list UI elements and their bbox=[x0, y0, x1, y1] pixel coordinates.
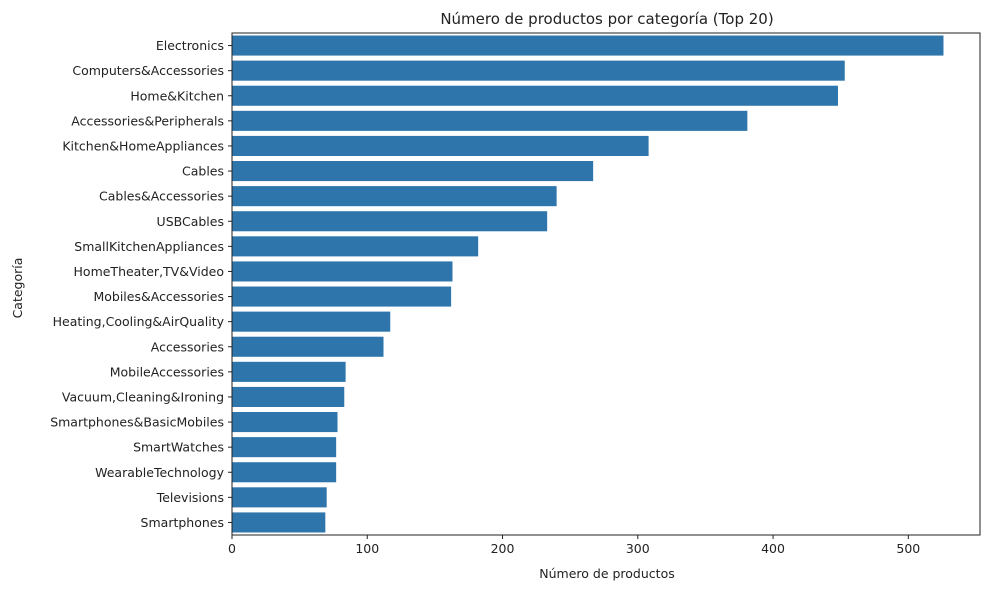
bar-10 bbox=[232, 286, 452, 307]
x-tick-label-4: 400 bbox=[761, 541, 785, 556]
x-tick-label-2: 200 bbox=[491, 541, 515, 556]
y-tick-label-17: WearableTechnology bbox=[95, 465, 224, 480]
x-axis-title: Número de productos bbox=[539, 566, 674, 581]
y-tick-label-19: Smartphones bbox=[141, 515, 224, 530]
bar-16 bbox=[232, 437, 337, 458]
bar-17 bbox=[232, 462, 337, 483]
y-tick-label-6: Cables&Accessories bbox=[99, 189, 224, 204]
y-tick-label-16: SmartWatches bbox=[133, 440, 224, 455]
bar-2 bbox=[232, 85, 838, 106]
y-tick-label-13: MobileAccessories bbox=[110, 364, 224, 379]
y-tick-label-3: Accessories&Peripherals bbox=[71, 113, 224, 128]
y-tick-label-12: Accessories bbox=[151, 339, 224, 354]
bar-11 bbox=[232, 311, 391, 332]
chart-title: Número de productos por categoría (Top 2… bbox=[440, 10, 773, 28]
bar-9 bbox=[232, 261, 453, 282]
bar-13 bbox=[232, 361, 346, 382]
plot-area: Electronics Computers&Accessories Home&Kit… bbox=[50, 32, 981, 556]
bar-6 bbox=[232, 186, 557, 207]
y-tick-label-8: SmallKitchenAppliances bbox=[74, 239, 224, 254]
bar-5 bbox=[232, 161, 594, 182]
bar-1 bbox=[232, 60, 845, 81]
bar-3 bbox=[232, 110, 748, 131]
y-tick-label-5: Cables bbox=[182, 164, 224, 179]
y-tick-label-0: Electronics bbox=[156, 38, 224, 53]
x-tick-label-1: 100 bbox=[355, 541, 379, 556]
bar-18 bbox=[232, 487, 327, 508]
y-axis-title: Categoría bbox=[10, 258, 25, 319]
bar-14 bbox=[232, 386, 345, 407]
bar-7 bbox=[232, 211, 548, 232]
y-tick-label-18: Televisions bbox=[156, 490, 224, 505]
y-tick-label-7: USBCables bbox=[157, 214, 224, 229]
y-tick-label-15: Smartphones&BasicMobiles bbox=[50, 415, 224, 430]
x-tick-label-0: 0 bbox=[228, 541, 236, 556]
x-tick-label-5: 500 bbox=[896, 541, 920, 556]
y-tick-label-10: Mobiles&Accessories bbox=[93, 289, 224, 304]
bar-15 bbox=[232, 412, 338, 433]
bar-4 bbox=[232, 135, 649, 156]
bar-0 bbox=[232, 35, 944, 56]
y-tick-label-9: HomeTheater,TV&Video bbox=[74, 264, 224, 279]
y-tick-label-4: Kitchen&HomeAppliances bbox=[62, 138, 224, 153]
y-tick-label-14: Vacuum,Cleaning&Ironing bbox=[62, 389, 224, 404]
y-tick-label-2: Home&Kitchen bbox=[130, 88, 224, 103]
bar-8 bbox=[232, 236, 479, 257]
bar-19 bbox=[232, 512, 326, 533]
y-tick-label-1: Computers&Accessories bbox=[72, 63, 224, 78]
y-tick-label-11: Heating,Cooling&AirQuality bbox=[53, 314, 225, 329]
bar-12 bbox=[232, 336, 384, 357]
plot-frame bbox=[231, 32, 981, 536]
x-tick-label-3: 300 bbox=[626, 541, 650, 556]
